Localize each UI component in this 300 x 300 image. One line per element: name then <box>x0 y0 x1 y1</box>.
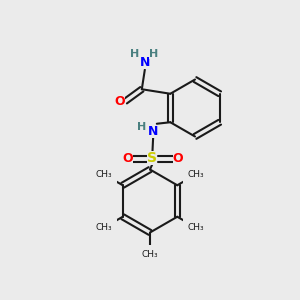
Text: O: O <box>122 152 133 165</box>
Text: CH₃: CH₃ <box>95 170 112 179</box>
Text: CH₃: CH₃ <box>188 223 205 232</box>
Text: CH₃: CH₃ <box>95 223 112 232</box>
Text: H: H <box>130 49 139 59</box>
Text: CH₃: CH₃ <box>188 170 205 179</box>
Text: O: O <box>173 152 183 165</box>
Text: N: N <box>140 56 150 69</box>
Text: H: H <box>149 49 158 59</box>
Text: N: N <box>148 125 158 138</box>
Text: H: H <box>137 122 146 132</box>
Text: S: S <box>147 151 157 165</box>
Text: O: O <box>115 95 125 108</box>
Text: CH₃: CH₃ <box>142 250 158 259</box>
